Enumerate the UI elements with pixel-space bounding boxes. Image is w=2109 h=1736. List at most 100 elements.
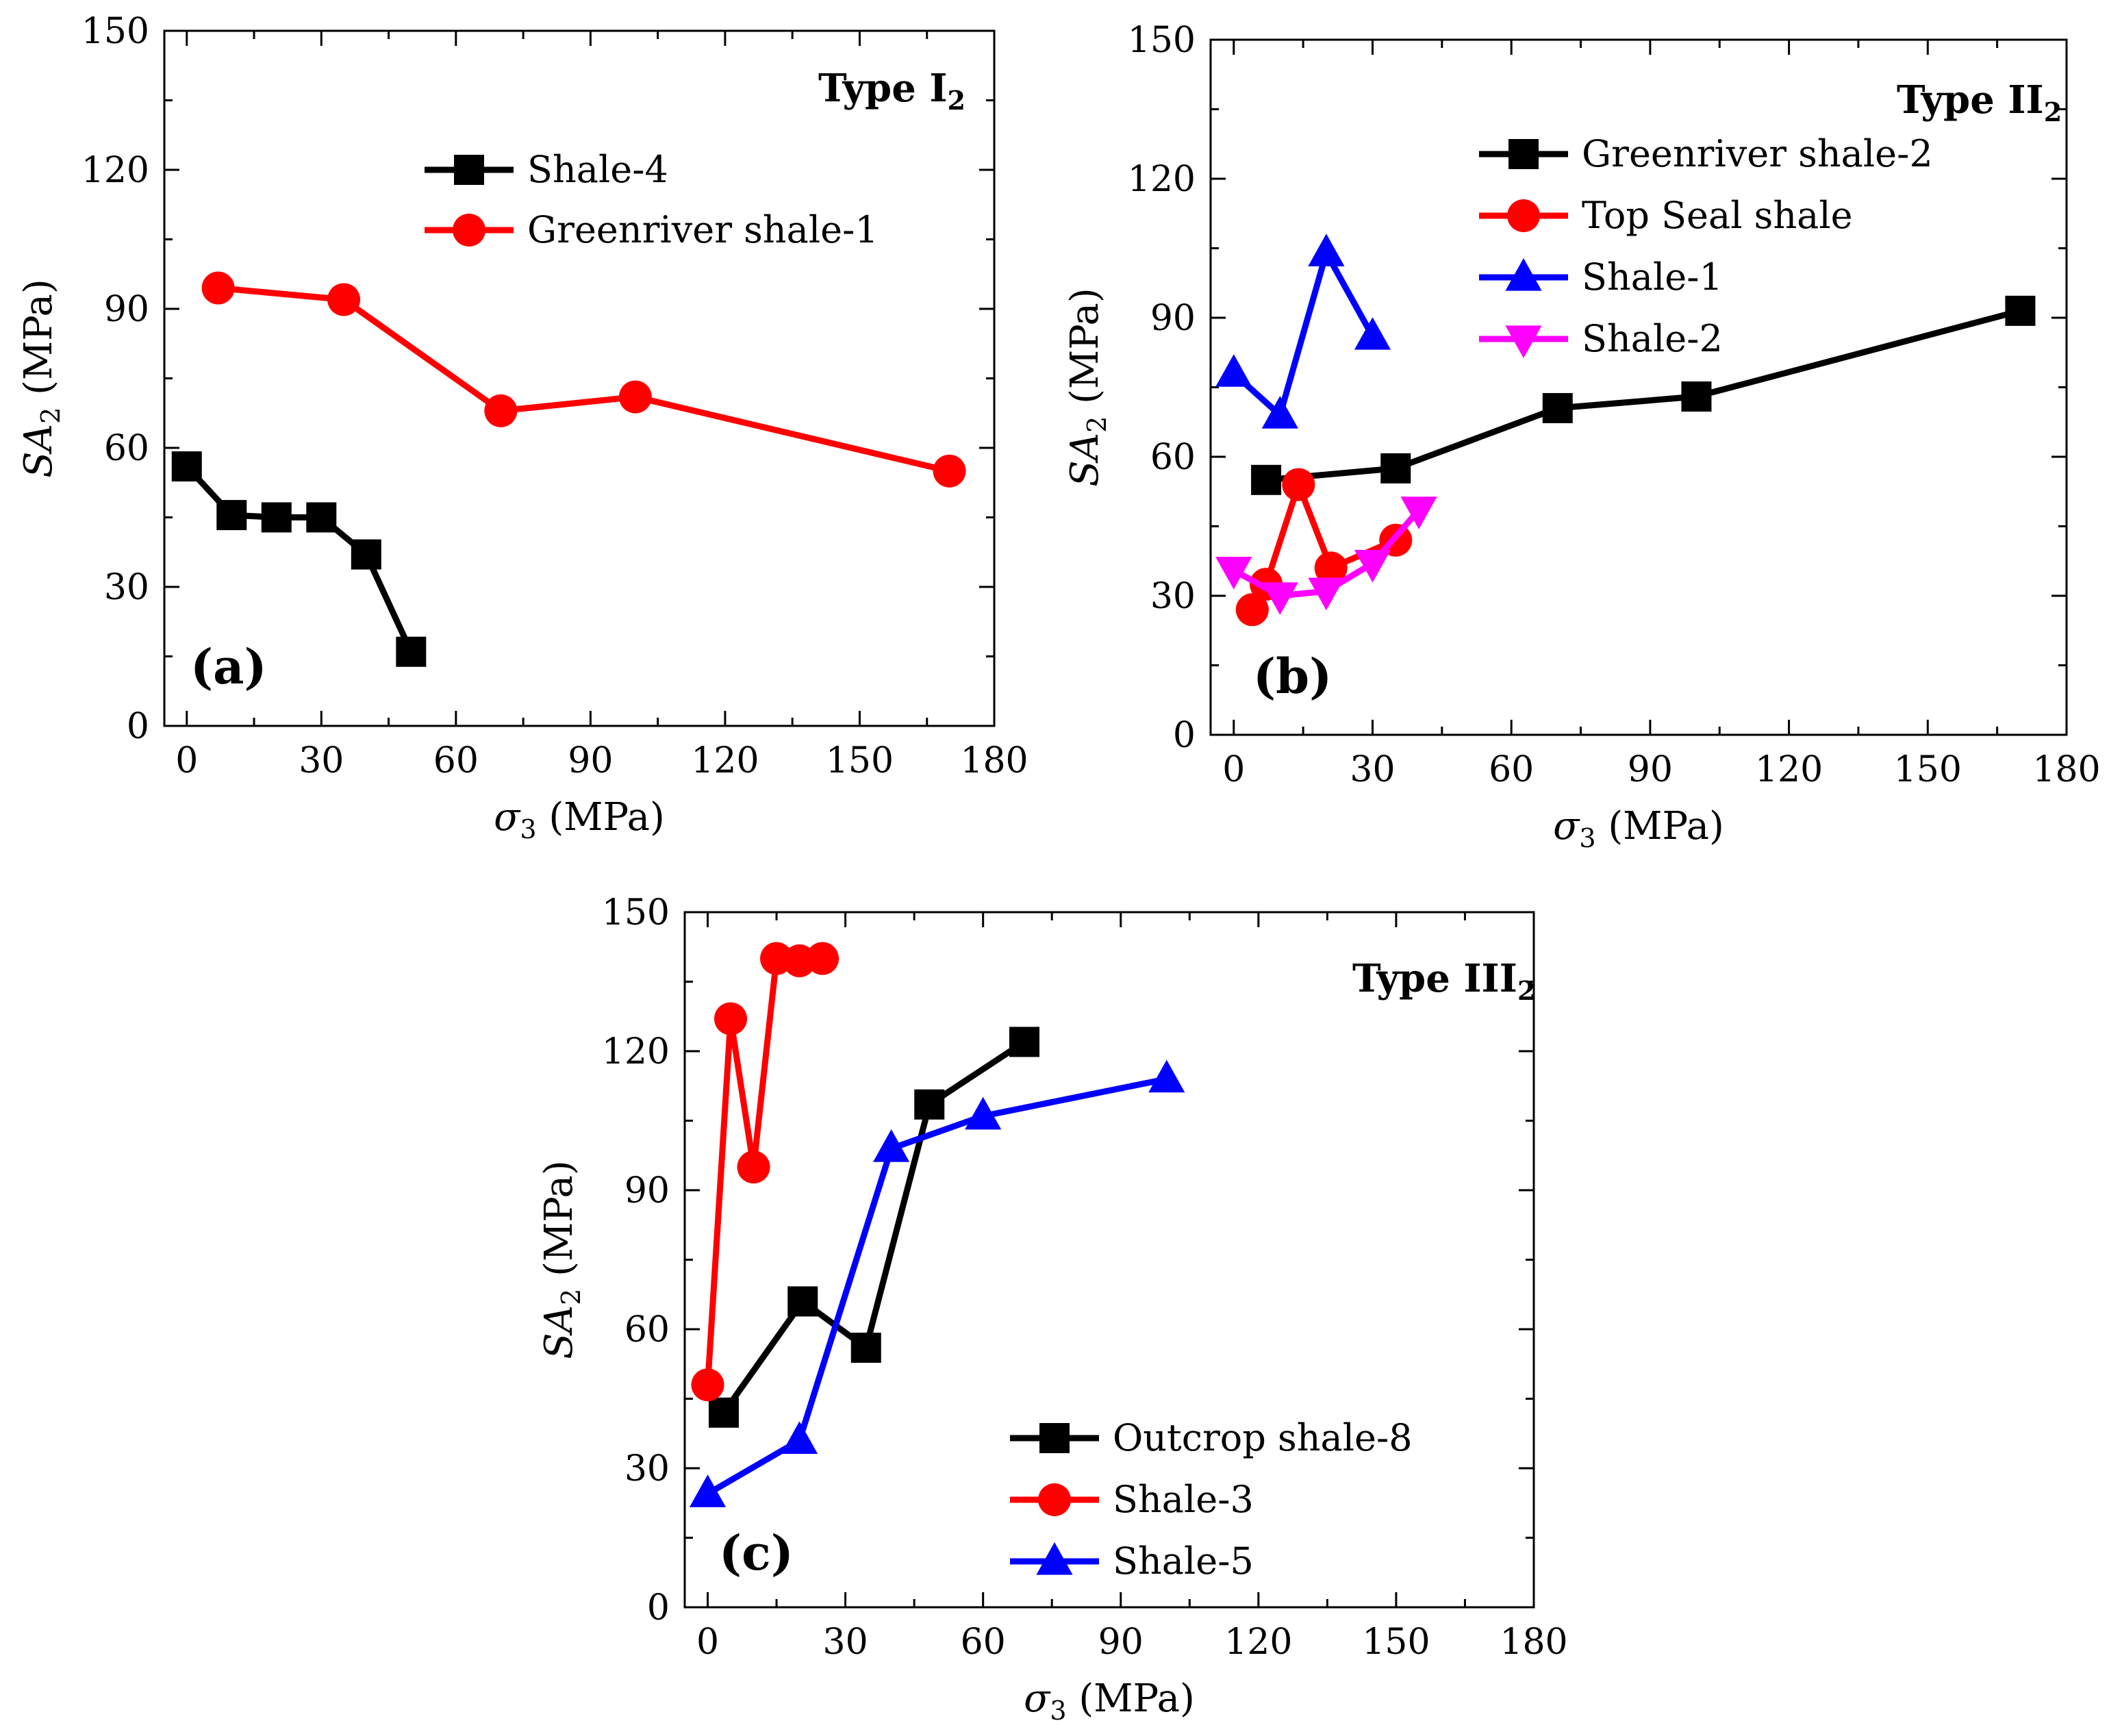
x-tick-label: 60 bbox=[1489, 749, 1534, 790]
legend-entry: Shale-3 bbox=[1010, 1478, 1254, 1521]
x-axis-subscript: 3 bbox=[1579, 823, 1595, 853]
data-point bbox=[484, 394, 518, 427]
series-shale-5 bbox=[689, 1059, 1185, 1507]
data-point bbox=[708, 1397, 739, 1428]
x-tick-label: 0 bbox=[175, 740, 198, 781]
data-point bbox=[306, 502, 337, 533]
data-point bbox=[933, 454, 966, 488]
y-tick-label: 0 bbox=[1173, 715, 1196, 756]
data-point bbox=[873, 1129, 910, 1162]
legend-label: Shale-2 bbox=[1582, 317, 1723, 360]
data-point bbox=[1215, 354, 1252, 387]
legend-marker bbox=[1505, 258, 1542, 291]
data-point bbox=[965, 1096, 1002, 1130]
y-axis-symbol: SA bbox=[1063, 433, 1107, 487]
type-label-subscript: 2 bbox=[1517, 975, 1535, 1006]
legend-marker bbox=[1507, 199, 1540, 232]
x-tick-label: 120 bbox=[1224, 1622, 1292, 1663]
x-tick-label: 30 bbox=[1350, 749, 1395, 790]
data-point bbox=[1354, 317, 1391, 350]
y-axis-unit: (MPa) bbox=[537, 1160, 581, 1288]
data-point bbox=[396, 636, 427, 667]
y-tick-label: 30 bbox=[624, 1448, 670, 1489]
x-tick-label: 120 bbox=[1755, 749, 1823, 790]
x-tick-label: 180 bbox=[960, 740, 1028, 781]
type-label: Type III2 bbox=[1352, 956, 1535, 1006]
x-tick-label: 0 bbox=[1222, 749, 1245, 790]
data-point bbox=[1261, 396, 1298, 429]
y-axis-unit: (MPa) bbox=[16, 279, 61, 407]
x-axis-symbol: σ bbox=[1024, 1676, 1051, 1721]
data-point bbox=[618, 380, 652, 414]
legend: Outcrop shale-8 Shale-3 Shale-5 bbox=[1010, 1416, 1413, 1583]
legend-label: Shale-5 bbox=[1113, 1539, 1254, 1583]
x-tick-label: 90 bbox=[1628, 749, 1673, 790]
y-tick-label: 60 bbox=[1150, 437, 1196, 478]
x-tick-label: 90 bbox=[568, 740, 613, 781]
data-point bbox=[689, 1474, 727, 1507]
y-tick-label: 90 bbox=[1150, 298, 1196, 339]
type-label-main: Type III bbox=[1352, 956, 1517, 1001]
x-tick-label: 90 bbox=[1098, 1622, 1144, 1663]
x-axis-subscript: 3 bbox=[520, 814, 536, 844]
x-tick-label: 60 bbox=[961, 1622, 1006, 1663]
type-label: Type II2 bbox=[1897, 77, 2062, 127]
legend-entry: Shale-4 bbox=[425, 148, 668, 191]
data-point bbox=[850, 1333, 881, 1363]
x-tick-label: 180 bbox=[2032, 749, 2100, 790]
x-tick-label: 60 bbox=[433, 740, 479, 781]
x-axis-symbol: σ bbox=[1553, 804, 1580, 848]
series-shale-4 bbox=[171, 451, 427, 667]
data-point bbox=[1282, 468, 1315, 501]
legend-marker bbox=[1505, 325, 1542, 358]
y-tick-label: 60 bbox=[624, 1309, 670, 1350]
legend-entry: Top Seal shale bbox=[1479, 194, 1853, 237]
legend-label: Shale-3 bbox=[1113, 1478, 1254, 1521]
x-tick-label: 0 bbox=[696, 1622, 719, 1663]
legend-marker bbox=[1508, 139, 1539, 169]
data-point bbox=[714, 1002, 748, 1035]
legend-marker bbox=[453, 214, 485, 247]
type-label-subscript: 2 bbox=[948, 85, 965, 116]
y-tick-label: 120 bbox=[1128, 159, 1196, 200]
legend-label: Greenriver shale-1 bbox=[527, 208, 879, 251]
x-axis-unit: (MPa) bbox=[1067, 1676, 1195, 1721]
y-tick-label: 30 bbox=[1150, 576, 1196, 617]
y-axis-subscript: 2 bbox=[556, 1289, 586, 1305]
x-tick-label: 30 bbox=[823, 1622, 868, 1663]
data-point bbox=[1308, 234, 1345, 266]
data-point bbox=[1542, 392, 1573, 423]
series-greenriver-shale-2 bbox=[1251, 295, 2036, 495]
data-point bbox=[1380, 453, 1411, 483]
data-point bbox=[1308, 577, 1345, 611]
legend-entry: Outcrop shale-8 bbox=[1010, 1416, 1413, 1459]
data-point bbox=[806, 942, 839, 975]
data-point bbox=[781, 1421, 818, 1454]
x-tick-label: 150 bbox=[1362, 1622, 1430, 1663]
y-tick-label: 60 bbox=[104, 428, 149, 469]
y-tick-label: 0 bbox=[647, 1587, 670, 1628]
panel-letter: (a) bbox=[190, 638, 267, 695]
data-point bbox=[216, 500, 247, 531]
data-point bbox=[327, 283, 361, 316]
y-tick-label: 150 bbox=[81, 11, 149, 52]
y-axis-title: SA2 (MPa) bbox=[537, 1160, 586, 1359]
legend-entry: Shale-5 bbox=[1010, 1539, 1254, 1583]
y-tick-label: 30 bbox=[104, 567, 149, 608]
x-tick-label: 180 bbox=[1500, 1622, 1567, 1663]
legend: Shale-4 Greenriver shale-1 bbox=[425, 148, 879, 251]
x-axis-title: σ3 (MPa) bbox=[494, 795, 665, 844]
x-tick-label: 30 bbox=[299, 740, 344, 781]
data-point bbox=[1251, 464, 1282, 495]
data-point bbox=[1681, 381, 1712, 412]
y-tick-label: 120 bbox=[81, 150, 149, 191]
data-point bbox=[691, 1368, 724, 1402]
x-axis-subscript: 3 bbox=[1050, 1696, 1066, 1726]
x-axis-symbol: σ bbox=[494, 795, 521, 840]
series-shale-1 bbox=[1215, 234, 1391, 429]
legend-entry: Shale-2 bbox=[1479, 317, 1723, 360]
x-axis-unit: (MPa) bbox=[1596, 804, 1724, 848]
legend-label: Greenriver shale-2 bbox=[1582, 132, 1933, 175]
